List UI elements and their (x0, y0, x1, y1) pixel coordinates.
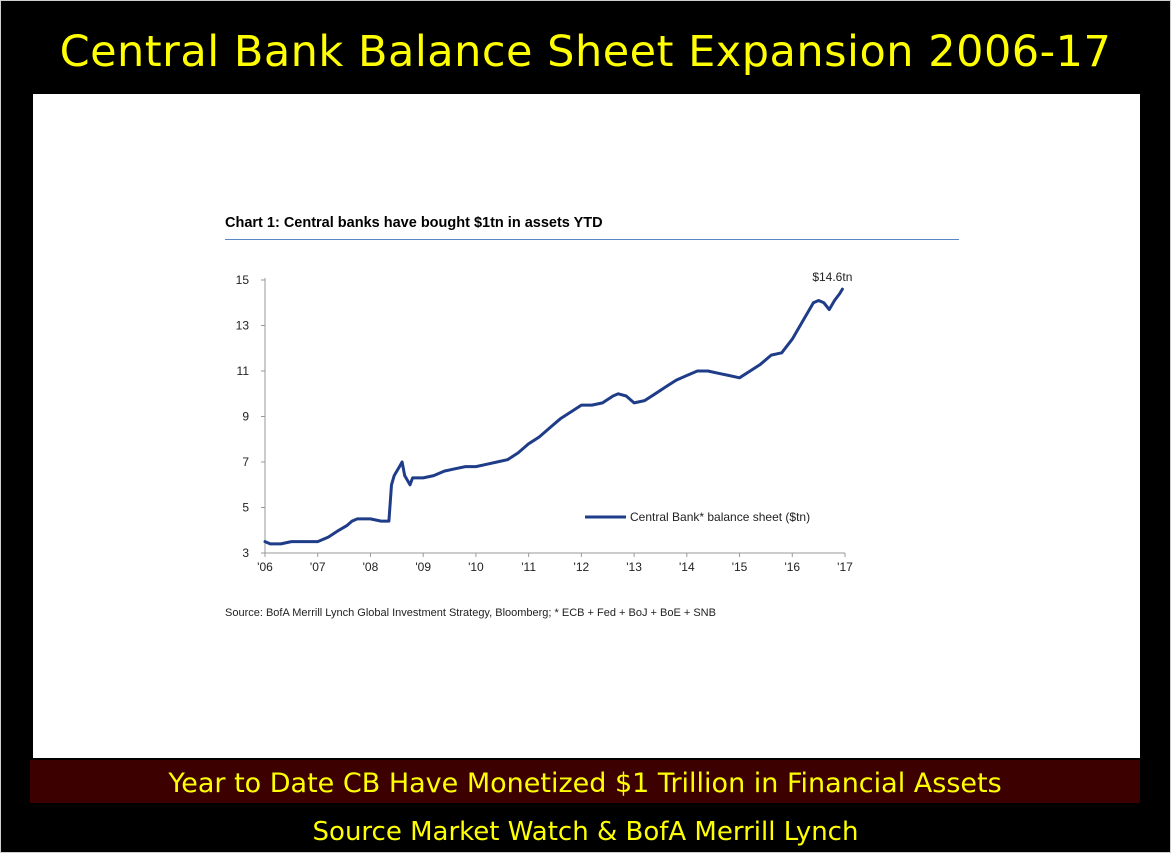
chart-title-rule (225, 239, 959, 240)
x-tick-label: '12 (574, 560, 590, 574)
legend-label: Central Bank* balance sheet ($tn) (630, 510, 810, 524)
x-tick-label: '17 (837, 560, 853, 574)
x-tick-label: '14 (679, 560, 695, 574)
x-tick-label: '07 (310, 560, 326, 574)
y-tick-label: 7 (242, 455, 249, 469)
source-note: Source: BofA Merrill Lynch Global Invest… (225, 607, 716, 619)
x-tick-label: '10 (468, 560, 484, 574)
x-tick-label: '06 (257, 560, 273, 574)
y-tick-label: 11 (237, 364, 250, 378)
page-title: Central Bank Balance Sheet Expansion 200… (59, 27, 1112, 77)
x-tick-label: '11 (521, 560, 536, 574)
chart-title: Chart 1: Central banks have bought $1tn … (225, 215, 603, 231)
y-tick-label: 9 (242, 410, 249, 424)
x-tick-label: '09 (415, 560, 431, 574)
footer-source: Source Market Watch & BofA Merrill Lynch (312, 817, 859, 847)
legend: Central Bank* balance sheet ($tn) (585, 510, 810, 524)
y-tick-label: 3 (242, 546, 249, 560)
chart-panel (33, 94, 1140, 758)
banner-band: Year to Date CB Have Monetized $1 Trilli… (30, 760, 1140, 803)
axes: 3 5 7 9 11 13 15 '06 '07 '08 '09 '10 '11 '12 '13 '14 '15… (236, 273, 854, 574)
banner-text: Year to Date CB Have Monetized $1 Trilli… (168, 768, 1002, 799)
x-tick-label: '16 (784, 560, 800, 574)
y-tick-label: 15 (236, 273, 250, 287)
series-group: $14.6tn (263, 270, 852, 546)
end-value-annotation: $14.6tn (812, 270, 852, 284)
y-tick-label: 5 (242, 501, 249, 515)
y-tick-label: 13 (236, 319, 250, 333)
x-tick-label: '15 (732, 560, 748, 574)
x-tick-label: '08 (363, 560, 379, 574)
x-tick-label: '13 (626, 560, 642, 574)
series-line (263, 287, 844, 546)
